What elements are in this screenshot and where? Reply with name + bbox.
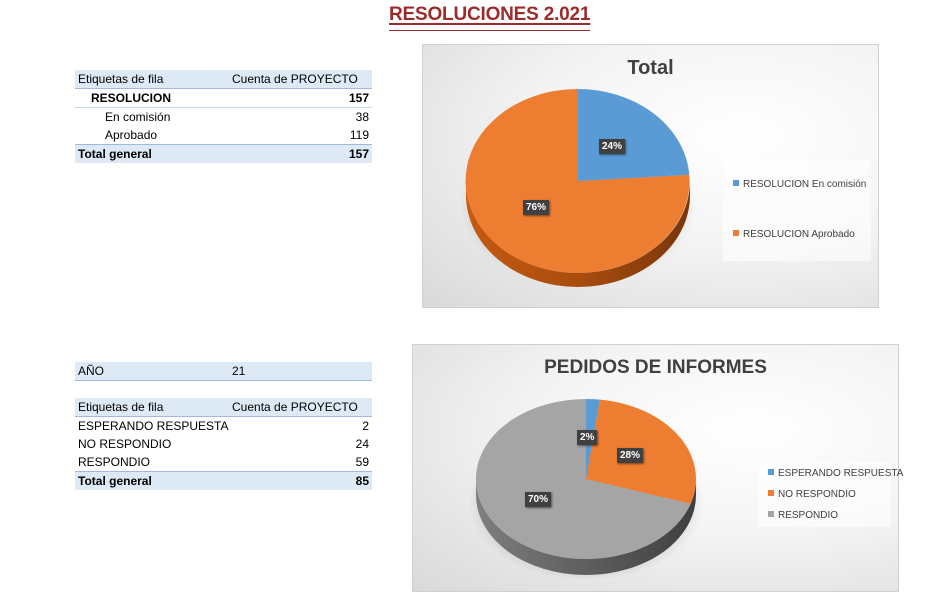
legend-swatch <box>768 469 774 476</box>
row-value: 119 <box>349 128 369 142</box>
row-labels-header[interactable]: Etiquetas de fila <box>78 72 164 86</box>
legend-label: RESOLUCION Aprobado <box>743 229 855 240</box>
pivot-table-resoluciones: Etiquetas de fila Cuenta de PROYECTO RES… <box>75 70 372 163</box>
row-value: 59 <box>355 455 369 469</box>
value-header: Cuenta de PROYECTO <box>232 400 358 414</box>
pie-chart-total <box>460 88 696 287</box>
group-value: 157 <box>348 91 369 105</box>
page-title: RESOLUCIONES 2.021 <box>389 4 591 31</box>
pivot-row[interactable]: NO RESPONDIO 24 <box>75 435 372 453</box>
data-label-no-respondio: 28% <box>617 448 644 463</box>
chart-legend: RESOLUCION En comisión RESOLUCION Aproba… <box>723 161 871 261</box>
legend-label: RESOLUCION En comisión <box>743 179 867 190</box>
chart-title: PEDIDOS DE INFORMES <box>544 357 767 378</box>
legend-label: ESPERANDO RESPUESTA <box>778 468 904 479</box>
pivot-total-row[interactable]: Total general 85 <box>75 471 372 490</box>
legend-item-esperando-respuesta[interactable]: ESPERANDO RESPUESTA <box>768 468 903 479</box>
pivot-total-row[interactable]: Total general 157 <box>75 144 372 163</box>
legend-swatch <box>768 490 774 497</box>
slice-aprobado <box>465 88 690 273</box>
pivot-row[interactable]: Aprobado 119 <box>75 126 372 144</box>
pivot-row[interactable]: ESPERANDO RESPUESTA 2 <box>75 417 372 435</box>
data-label-esperando-respuesta: 2% <box>577 430 598 445</box>
row-label: ESPERANDO RESPUESTA <box>78 419 229 433</box>
data-label-en-comision: 24% <box>599 139 626 154</box>
legend-swatch <box>768 511 774 518</box>
filter-row[interactable]: AÑO 21 <box>75 362 372 381</box>
pivot-filter: AÑO 21 <box>75 362 372 381</box>
data-label-respondio: 70% <box>525 492 552 507</box>
legend-item-respondio[interactable]: RESPONDIO <box>768 510 838 521</box>
chart-pedidos-de-informes[interactable]: PEDIDOS DE INFORMES 2% 28% 70% ESPERANDO… <box>412 344 903 592</box>
pivot-group-row[interactable]: RESOLUCION 157 <box>75 89 372 108</box>
row-label: NO RESPONDIO <box>78 437 172 451</box>
pivot-table-pedidos: Etiquetas de fila Cuenta de PROYECTO ESP… <box>75 398 372 490</box>
legend-label: RESPONDIO <box>778 510 839 521</box>
slice-respondio <box>475 399 691 559</box>
chart-total[interactable]: Total 24% 76% RESOLUCION En comisión RES… <box>422 44 879 308</box>
chart-legend: ESPERANDO RESPUESTA NO RESPONDIO RESPOND… <box>758 462 903 527</box>
data-label-aprobado: 76% <box>523 200 550 215</box>
row-labels-header[interactable]: Etiquetas de fila <box>78 400 164 414</box>
pivot-row[interactable]: RESPONDIO 59 <box>75 453 372 471</box>
pie-chart-pedidos <box>468 398 704 581</box>
total-value: 157 <box>348 147 369 161</box>
legend-item-en-comision[interactable]: RESOLUCION En comisión <box>733 179 866 190</box>
legend-swatch <box>733 180 739 187</box>
filter-label: AÑO <box>78 364 105 378</box>
group-label: RESOLUCION <box>91 91 172 105</box>
pivot-row[interactable]: En comisión 38 <box>75 108 372 126</box>
value-header: Cuenta de PROYECTO <box>232 72 358 86</box>
chart-title: Total <box>627 57 674 79</box>
row-label: En comisión <box>105 110 171 124</box>
row-label: RESPONDIO <box>78 455 151 469</box>
total-label: Total general <box>78 147 152 161</box>
row-value: 38 <box>355 110 369 124</box>
legend-item-aprobado[interactable]: RESOLUCION Aprobado <box>733 229 855 240</box>
row-label: Aprobado <box>105 128 158 142</box>
row-value: 2 <box>362 419 369 433</box>
total-value: 85 <box>355 474 369 488</box>
legend-label: NO RESPONDIO <box>778 489 856 500</box>
pivot-header: Etiquetas de fila Cuenta de PROYECTO <box>75 70 372 89</box>
filter-value[interactable]: 21 <box>232 364 246 378</box>
legend-item-no-respondio[interactable]: NO RESPONDIO <box>768 489 856 500</box>
slice-en-comision <box>578 89 690 181</box>
legend-swatch <box>733 230 739 237</box>
pivot-header: Etiquetas de fila Cuenta de PROYECTO <box>75 398 372 417</box>
row-value: 24 <box>355 437 369 451</box>
total-label: Total general <box>78 474 152 488</box>
